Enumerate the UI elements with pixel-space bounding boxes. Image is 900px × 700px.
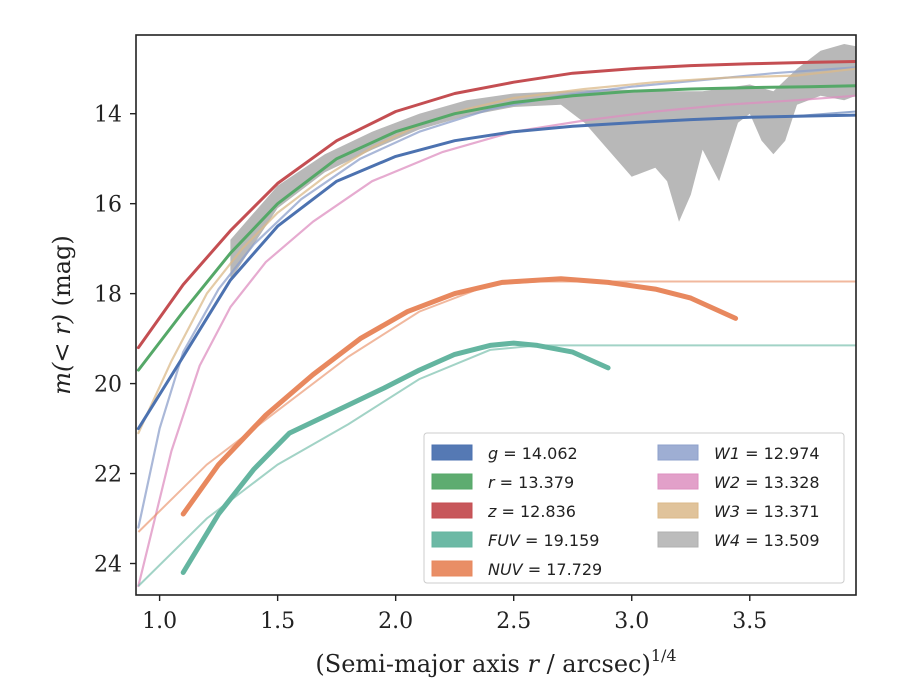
series-g-line: [136, 113, 856, 431]
legend-label-w3: W3 = 13.371: [714, 502, 820, 521]
legend-item-r: r = 13.379: [431, 473, 574, 492]
legend-label-w1: W1 = 12.974: [714, 444, 820, 463]
legend-swatch-w3: [657, 502, 699, 519]
x-axis: 1.0 1.5 2.0 2.5 3.0 3.5: [142, 595, 767, 634]
legend-swatch-w2: [657, 473, 699, 490]
legend-item-w3: W3 = 13.371: [657, 502, 820, 521]
legend-swatch-fuv: [431, 531, 473, 548]
plot-area: [136, 44, 856, 588]
y-tick-label: 24: [94, 553, 122, 578]
legend: g = 14.062 r = 13.379 z = 12.836 FUV = 19.1…: [423, 432, 845, 584]
x-tick-label: 2.0: [378, 609, 413, 634]
legend-swatch-z: [431, 502, 473, 519]
x-tick-label: 1.5: [260, 609, 295, 634]
x-tick-label: 3.5: [732, 609, 767, 634]
legend-swatch-nuv: [431, 560, 473, 577]
legend-swatch-g: [431, 444, 473, 461]
series-r-line: [136, 84, 856, 372]
legend-label-nuv: NUV = 17.729: [488, 560, 602, 579]
legend-swatch-w1: [657, 444, 699, 461]
legend-item-w4: W4 = 13.509: [657, 531, 820, 550]
series-nuv-line: [180, 276, 739, 517]
legend-label-r: r = 13.379: [488, 473, 574, 492]
legend-item-z: z = 12.836: [431, 502, 576, 521]
x-axis-title: (Semi-major axis r / arcsec)1/4: [315, 646, 676, 678]
legend-item-w1: W1 = 12.974: [657, 444, 820, 463]
legend-swatch-r: [431, 473, 473, 490]
y-axis-title: m(< r) (mag): [48, 235, 76, 395]
legend-item-fuv: FUV = 19.159: [431, 531, 599, 550]
y-tick-label: 16: [94, 193, 122, 218]
legend-label-w4: W4 = 13.509: [714, 531, 820, 550]
x-tick-label: 2.5: [496, 609, 531, 634]
x-tick-label: 3.0: [614, 609, 649, 634]
legend-label-fuv: FUV = 19.159: [488, 531, 599, 550]
legend-item-nuv: NUV = 17.729: [431, 560, 602, 579]
legend-label-g: g = 14.062: [488, 444, 578, 463]
y-tick-label: 22: [94, 463, 122, 488]
series-w1-line: [137, 66, 856, 529]
series-w4-band: [230, 44, 856, 281]
legend-item-w2: W2 = 13.328: [657, 473, 820, 492]
legend-label-z: z = 12.836: [487, 502, 576, 521]
legend-item-g: g = 14.062: [431, 444, 578, 463]
x-tick-label: 1.0: [142, 609, 177, 634]
series-z-line: [136, 60, 856, 350]
y-axis: 14 16 18 20 22 24: [94, 103, 136, 578]
y-tick-label: 14: [94, 103, 122, 128]
legend-swatch-w4: [657, 531, 699, 548]
legend-frame: [423, 432, 845, 584]
legend-label-w2: W2 = 13.328: [714, 473, 820, 492]
series-w2-line: [137, 94, 856, 588]
y-tick-label: 20: [94, 373, 122, 398]
plot-frame: [135, 34, 857, 596]
y-tick-label: 18: [94, 283, 122, 308]
series-fuv-line: [180, 340, 611, 575]
